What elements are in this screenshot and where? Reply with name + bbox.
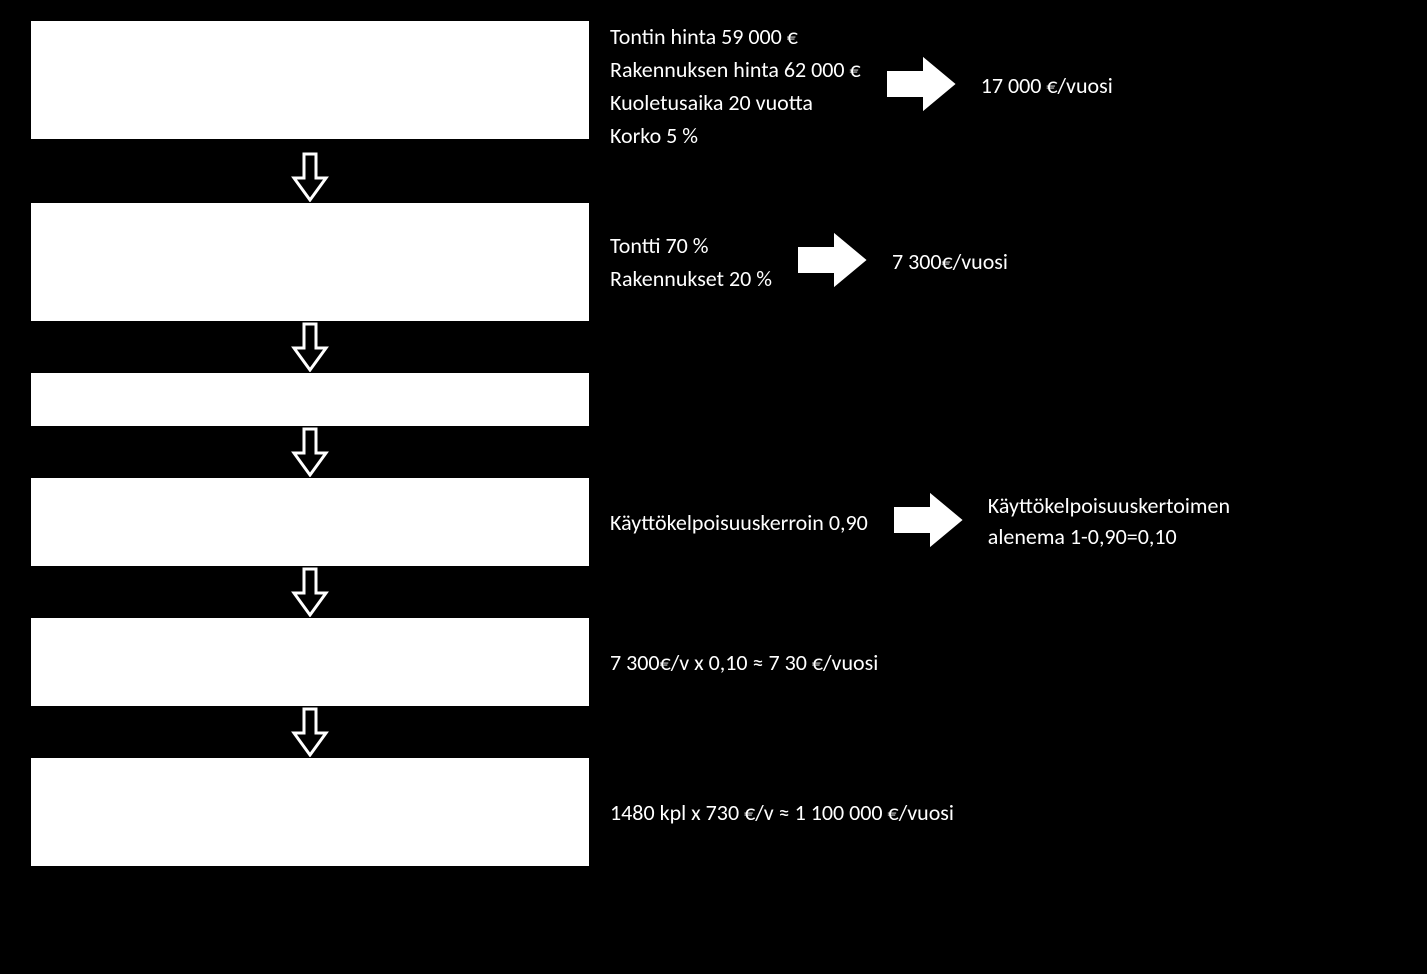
- arrow-right-spacer: [590, 322, 1397, 372]
- down-arrow-icon: [290, 322, 330, 372]
- result-line: alenema 1-0,90=0,10: [988, 522, 1230, 553]
- down-arrow-icon: [290, 152, 330, 202]
- flow-left-column: [30, 372, 590, 427]
- down-arrow-icon: [290, 707, 330, 757]
- result-text: 7 300€/vuosi: [892, 247, 1008, 278]
- flow-box: [30, 202, 590, 322]
- flowchart-container: Tontin hinta 59 000 €Rakennuksen hinta 6…: [0, 0, 1427, 974]
- flow-left-column: [30, 477, 590, 567]
- arrow-row: [30, 322, 1397, 372]
- info-block: Tontin hinta 59 000 €Rakennuksen hinta 6…: [610, 20, 1397, 152]
- info-line: Kuoletusaika 20 vuotta: [610, 86, 861, 119]
- flow-right-column: Tontin hinta 59 000 €Rakennuksen hinta 6…: [590, 20, 1397, 152]
- flow-left-column: [30, 202, 590, 322]
- info-block: 1480 kpl x 730 €/v ≈ 1 100 000 €/vuosi: [610, 796, 1397, 829]
- flow-row: Käyttökelpoisuuskerroin 0,90 Käyttökelpo…: [30, 477, 1397, 567]
- arrow-row: [30, 152, 1397, 202]
- info-line: Käyttökelpoisuuskerroin 0,90: [610, 506, 868, 539]
- flow-box: [30, 477, 590, 567]
- info-text: 7 300€/v x 0,10 ≈ 7 30 €/vuosi: [610, 646, 878, 679]
- down-arrow-icon: [290, 567, 330, 617]
- flow-row: 7 300€/v x 0,10 ≈ 7 30 €/vuosi: [30, 617, 1397, 707]
- flow-right-column: [590, 372, 1397, 427]
- flow-box: [30, 757, 590, 867]
- info-block: 7 300€/v x 0,10 ≈ 7 30 €/vuosi: [610, 646, 1397, 679]
- right-arrow-icon: [797, 232, 867, 293]
- info-block: Käyttökelpoisuuskerroin 0,90 Käyttökelpo…: [610, 491, 1397, 553]
- arrow-right-spacer: [590, 427, 1397, 477]
- arrow-column: [30, 427, 590, 477]
- arrow-row: [30, 567, 1397, 617]
- info-line: 7 300€/v x 0,10 ≈ 7 30 €/vuosi: [610, 646, 878, 679]
- result-line: 17 000 €/vuosi: [981, 71, 1113, 102]
- info-text: Käyttökelpoisuuskerroin 0,90: [610, 506, 868, 539]
- result-text: 17 000 €/vuosi: [981, 71, 1113, 102]
- arrow-column: [30, 322, 590, 372]
- flow-left-column: [30, 617, 590, 707]
- result-text: Käyttökelpoisuuskertoimenalenema 1-0,90=…: [988, 491, 1230, 553]
- flow-right-column: Tontti 70 %Rakennukset 20 % 7 300€/vuosi: [590, 202, 1397, 322]
- info-block: Tontti 70 %Rakennukset 20 % 7 300€/vuosi: [610, 229, 1397, 295]
- right-arrow-icon: [893, 492, 963, 553]
- arrow-right-spacer: [590, 567, 1397, 617]
- arrow-column: [30, 152, 590, 202]
- info-line: 1480 kpl x 730 €/v ≈ 1 100 000 €/vuosi: [610, 796, 954, 829]
- arrow-right-spacer: [590, 152, 1397, 202]
- arrow-right-spacer: [590, 707, 1397, 757]
- flow-box: [30, 372, 590, 427]
- flow-left-column: [30, 757, 590, 867]
- flow-right-column: 1480 kpl x 730 €/v ≈ 1 100 000 €/vuosi: [590, 757, 1397, 867]
- right-arrow-icon: [886, 56, 956, 117]
- flow-right-column: Käyttökelpoisuuskerroin 0,90 Käyttökelpo…: [590, 477, 1397, 567]
- info-line: Tontti 70 %: [610, 229, 772, 262]
- flow-left-column: [30, 20, 590, 152]
- flow-right-column: 7 300€/v x 0,10 ≈ 7 30 €/vuosi: [590, 617, 1397, 707]
- arrow-row: [30, 707, 1397, 757]
- info-line: Tontin hinta 59 000 €: [610, 20, 861, 53]
- info-text: Tontin hinta 59 000 €Rakennuksen hinta 6…: [610, 20, 861, 152]
- arrow-column: [30, 567, 590, 617]
- flow-row: 1480 kpl x 730 €/v ≈ 1 100 000 €/vuosi: [30, 757, 1397, 867]
- arrow-column: [30, 707, 590, 757]
- info-line: Rakennuksen hinta 62 000 €: [610, 53, 861, 86]
- arrow-row: [30, 427, 1397, 477]
- flow-box: [30, 617, 590, 707]
- flow-row: Tontti 70 %Rakennukset 20 % 7 300€/vuosi: [30, 202, 1397, 322]
- info-line: Rakennukset 20 %: [610, 262, 772, 295]
- flow-box: [30, 20, 590, 140]
- flow-row: [30, 372, 1397, 427]
- result-line: Käyttökelpoisuuskertoimen: [988, 491, 1230, 522]
- flow-row: Tontin hinta 59 000 €Rakennuksen hinta 6…: [30, 20, 1397, 152]
- info-text: 1480 kpl x 730 €/v ≈ 1 100 000 €/vuosi: [610, 796, 954, 829]
- info-text: Tontti 70 %Rakennukset 20 %: [610, 229, 772, 295]
- result-line: 7 300€/vuosi: [892, 247, 1008, 278]
- info-line: Korko 5 %: [610, 119, 861, 152]
- down-arrow-icon: [290, 427, 330, 477]
